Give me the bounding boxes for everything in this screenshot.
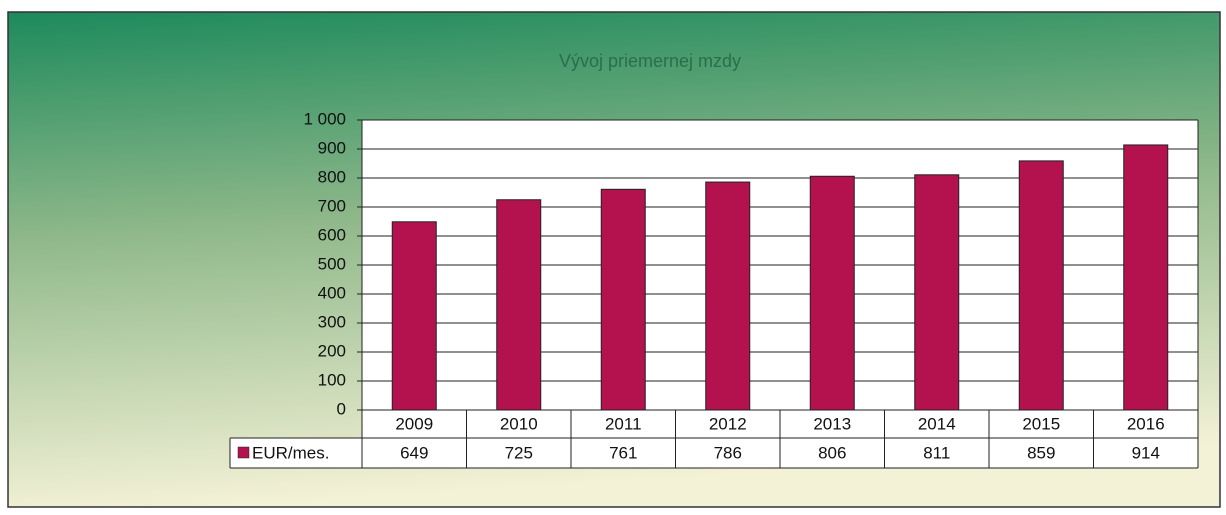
y-tick-label: 100 [318, 370, 346, 389]
legend-label: EUR/mes. [252, 443, 329, 462]
y-tick-label: 1 000 [303, 109, 346, 128]
table-value: 914 [1132, 443, 1160, 462]
y-tick-label: 500 [318, 254, 346, 273]
x-tick-label: 2013 [813, 414, 851, 433]
table-value: 806 [818, 443, 846, 462]
y-tick-label: 300 [318, 312, 346, 331]
y-tick-label: 400 [318, 283, 346, 302]
y-tick-label: 800 [318, 167, 346, 186]
table-value: 859 [1027, 443, 1055, 462]
x-tick-label: 2014 [918, 414, 956, 433]
chart-title: Vývoj priemernej mzdy [559, 51, 741, 71]
bar [496, 199, 542, 411]
y-tick-label: 700 [318, 196, 346, 215]
table-value: 649 [400, 443, 428, 462]
y-tick-label: 0 [337, 399, 346, 418]
data-table-bg [230, 438, 1198, 468]
x-tick-label: 2012 [709, 414, 747, 433]
y-tick-label: 200 [318, 341, 346, 360]
bar [1018, 160, 1064, 411]
bar [809, 175, 855, 411]
table-value: 761 [609, 443, 637, 462]
x-tick-label: 2009 [395, 414, 433, 433]
x-tick-label: 2015 [1022, 414, 1060, 433]
x-tick-label: 2010 [500, 414, 538, 433]
bar [1123, 144, 1169, 411]
table-value: 786 [714, 443, 742, 462]
x-tick-label: 2011 [605, 414, 642, 433]
y-tick-label: 900 [318, 138, 346, 157]
legend-swatch [237, 446, 250, 459]
bar [914, 174, 960, 411]
bar [600, 188, 646, 411]
x-tick-label: 2016 [1127, 414, 1165, 433]
y-tick-label: 600 [318, 225, 346, 244]
table-value: 811 [923, 443, 950, 462]
table-value: 725 [505, 443, 533, 462]
bar [705, 181, 751, 411]
bar [391, 221, 437, 411]
